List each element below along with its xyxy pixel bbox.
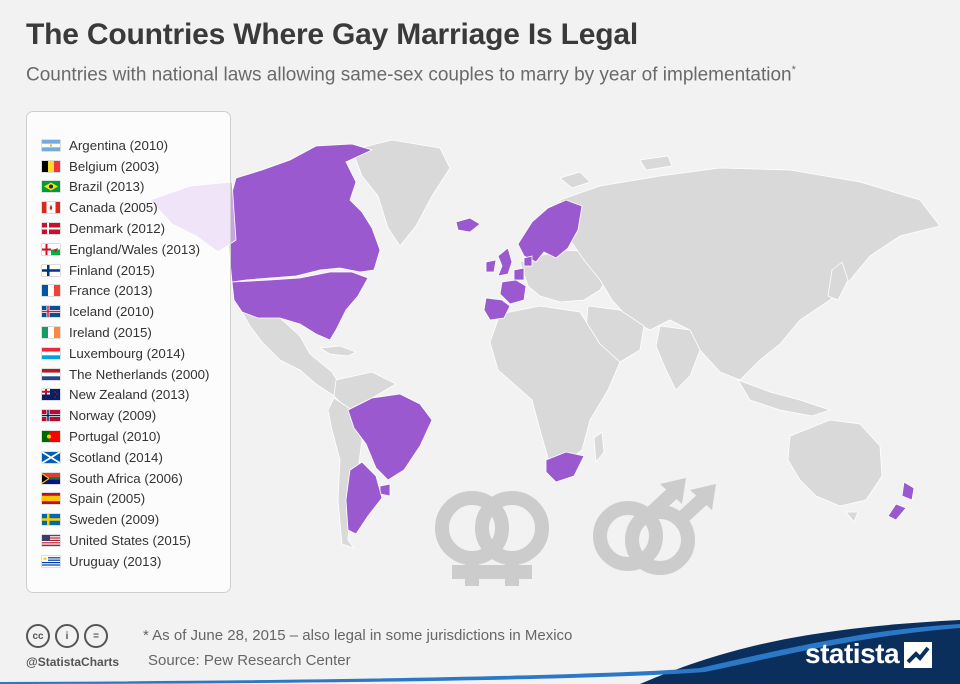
legend-item: Ireland (2015) bbox=[27, 322, 230, 343]
footer-wave-accent bbox=[0, 624, 960, 684]
legend-item: France (2013) bbox=[27, 281, 230, 302]
legend-item: United States (2015) bbox=[27, 530, 230, 551]
brazil-shape bbox=[347, 393, 433, 481]
west-south-america bbox=[327, 397, 363, 549]
source-text: Source: Pew Research Center bbox=[148, 652, 351, 669]
greenland bbox=[351, 139, 451, 247]
tasmania bbox=[845, 511, 859, 523]
new-zealand-shape bbox=[887, 481, 915, 521]
cc-icon[interactable]: cc bbox=[26, 624, 50, 648]
benelux-shape bbox=[513, 267, 525, 281]
legend-item: Norway (2009) bbox=[27, 405, 230, 426]
denmark-flag-icon bbox=[42, 223, 60, 235]
legend-item: Canada (2005) bbox=[27, 197, 230, 218]
legend-item: Belgium (2003) bbox=[27, 156, 230, 177]
portugal-flag-icon bbox=[42, 431, 60, 443]
legend-item: Brazil (2013) bbox=[27, 177, 230, 198]
spain-flag-icon bbox=[42, 493, 60, 505]
nd-icon[interactable]: = bbox=[84, 624, 108, 648]
legend-item: Denmark (2012) bbox=[27, 218, 230, 239]
license-icons: cc i = bbox=[26, 624, 108, 648]
female-couple-symbol-icon bbox=[435, 491, 549, 586]
legend-item: South Africa (2006) bbox=[27, 468, 230, 489]
caribbean bbox=[318, 345, 357, 357]
southeast-asia bbox=[737, 379, 832, 417]
south-africa-shape bbox=[545, 451, 585, 483]
france-shape bbox=[499, 279, 527, 305]
scotland-flag-icon bbox=[42, 451, 60, 463]
brazil-flag-icon bbox=[42, 181, 60, 193]
legend-panel: Argentina (2010) Belgium (2003) Brazil (… bbox=[26, 111, 231, 593]
footnote: * As of June 28, 2015 – also legal in so… bbox=[143, 627, 573, 644]
argentina-shape bbox=[345, 461, 383, 535]
statista-logo-icon bbox=[904, 642, 932, 668]
madagascar bbox=[593, 431, 605, 464]
belgium-flag-icon bbox=[42, 160, 60, 172]
france-flag-icon bbox=[42, 285, 60, 297]
subtitle-asterisk: * bbox=[791, 64, 796, 76]
russia-asia bbox=[559, 167, 941, 381]
uruguay-shape bbox=[379, 483, 391, 497]
ireland-flag-icon bbox=[42, 327, 60, 339]
legend-item: New Zealand (2013) bbox=[27, 385, 230, 406]
legend-item: Sweden (2009) bbox=[27, 509, 230, 530]
denmark-shape bbox=[523, 255, 533, 267]
by-icon[interactable]: i bbox=[55, 624, 79, 648]
india bbox=[655, 325, 701, 391]
legend-item: Argentina (2010) bbox=[27, 135, 230, 156]
finland-flag-icon bbox=[42, 264, 60, 276]
arctic-islands bbox=[559, 155, 673, 189]
south-africa-flag-icon bbox=[42, 472, 60, 484]
legend-item: Portugal (2010) bbox=[27, 426, 230, 447]
netherlands-flag-icon bbox=[42, 368, 60, 380]
canada-flag-icon bbox=[42, 202, 60, 214]
twitter-handle[interactable]: @StatistaCharts bbox=[26, 655, 120, 669]
base-landmasses bbox=[241, 139, 941, 549]
new-zealand-flag-icon bbox=[42, 389, 60, 401]
norway-flag-icon bbox=[42, 410, 60, 422]
legend-item: Uruguay (2013) bbox=[27, 551, 230, 572]
legend-item: Scotland (2014) bbox=[27, 447, 230, 468]
male-couple-symbol-icon bbox=[593, 484, 711, 575]
legend-item: The Netherlands (2000) bbox=[27, 364, 230, 385]
legend-item: England/Wales (2013) bbox=[27, 239, 230, 260]
male-symbol-arrowheads bbox=[660, 478, 716, 510]
united-states-shape bbox=[231, 271, 369, 341]
iceland-flag-icon bbox=[42, 306, 60, 318]
page-subtitle: Countries with national laws allowing sa… bbox=[26, 64, 796, 86]
uk-shape bbox=[497, 247, 513, 277]
argentina-flag-icon bbox=[42, 139, 60, 151]
scandinavia-shape bbox=[517, 199, 583, 263]
iceland-shape bbox=[455, 217, 481, 233]
canada-shape bbox=[227, 143, 381, 283]
japan bbox=[827, 261, 849, 301]
legend-item: Finland (2015) bbox=[27, 260, 230, 281]
united-states-flag-icon bbox=[42, 535, 60, 547]
iberia-shape bbox=[483, 297, 511, 321]
legend-item: Iceland (2010) bbox=[27, 301, 230, 322]
statista-logo-text[interactable]: statista bbox=[805, 638, 900, 669]
legend-item: Spain (2005) bbox=[27, 489, 230, 510]
england-wales-flag-icon bbox=[42, 243, 60, 255]
luxembourg-flag-icon bbox=[42, 347, 60, 359]
sweden-flag-icon bbox=[42, 514, 60, 526]
uruguay-flag-icon bbox=[42, 555, 60, 567]
page-title: The Countries Where Gay Marriage Is Lega… bbox=[26, 18, 638, 51]
legend-item: Luxembourg (2014) bbox=[27, 343, 230, 364]
australia bbox=[787, 419, 883, 507]
ireland-shape bbox=[485, 259, 497, 273]
